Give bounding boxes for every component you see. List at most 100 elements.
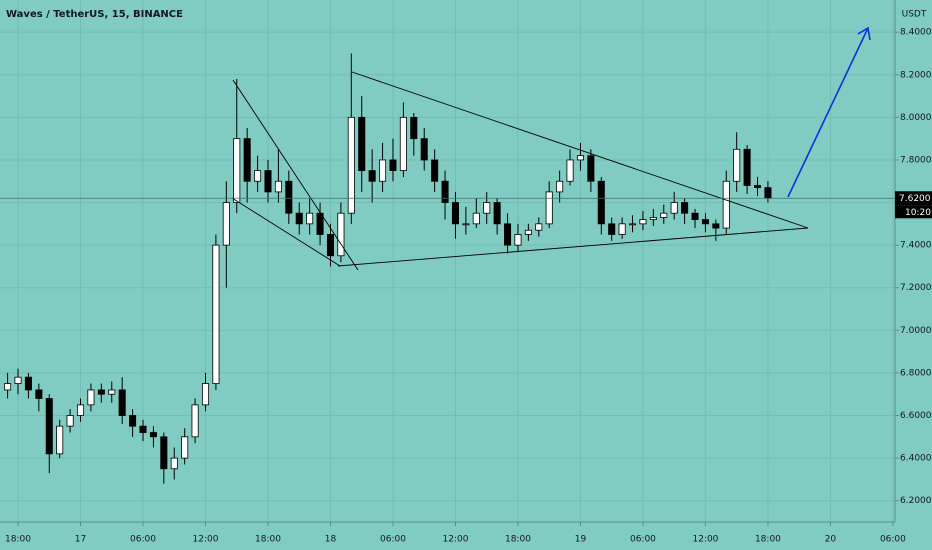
trend-line <box>232 79 359 271</box>
candle-body <box>472 212 480 225</box>
candle-body <box>14 376 22 384</box>
candle-body <box>337 212 345 257</box>
candle-body <box>681 202 689 214</box>
x-tick-label: 20 <box>825 535 837 545</box>
y-tick-label: 8.0000 <box>900 113 932 123</box>
candle-body <box>358 116 366 171</box>
candle-body <box>160 436 168 470</box>
candle-body <box>274 180 282 193</box>
candle-body <box>35 389 43 399</box>
candle-body <box>316 212 324 235</box>
candle-body <box>639 219 647 225</box>
candle-body <box>483 202 491 214</box>
candle-body <box>295 212 303 225</box>
candle-body <box>285 180 293 214</box>
x-tick-label: 19 <box>575 535 587 545</box>
candle-body <box>556 180 564 193</box>
candle-body <box>597 180 605 225</box>
y-tick-label: 6.6000 <box>900 411 932 421</box>
candle-body <box>733 148 741 182</box>
candle-body <box>149 432 157 438</box>
candle-body <box>701 219 709 225</box>
candle-body <box>170 457 178 470</box>
x-tick-label: 06:00 <box>380 535 406 545</box>
candle-body <box>712 223 720 229</box>
trend-line <box>231 197 341 267</box>
candle-body <box>545 191 553 225</box>
y-tick-label: 8.4000 <box>900 28 932 38</box>
candles <box>4 53 772 484</box>
candle-body <box>587 155 595 182</box>
candle-body <box>326 234 335 257</box>
candle-body <box>368 170 376 182</box>
arrow <box>787 27 869 198</box>
x-tick-label: 18:00 <box>255 535 281 545</box>
candle-body <box>608 223 616 235</box>
y-axis-label: USDT <box>902 10 927 20</box>
candle-body <box>649 217 657 220</box>
y-tick-label: 7.2000 <box>900 283 932 293</box>
candle-body <box>4 383 12 391</box>
candle-body <box>504 223 512 246</box>
candle-body <box>431 159 439 182</box>
countdown-box <box>895 205 932 219</box>
candle-body <box>493 202 501 225</box>
candle-body <box>379 159 387 182</box>
candle-body <box>670 202 678 214</box>
candle-body <box>76 404 85 416</box>
candle-body <box>201 383 210 406</box>
x-tick-label: 17 <box>75 535 86 545</box>
candle-body <box>347 116 355 214</box>
candle-body <box>722 180 730 229</box>
candle-body <box>389 159 397 171</box>
candle-body <box>24 376 32 391</box>
candle-body <box>129 415 137 427</box>
x-tick-label: 18 <box>325 535 337 545</box>
candle-body <box>56 425 64 455</box>
trend-line <box>337 227 809 267</box>
y-tick-label: 6.2000 <box>900 496 932 506</box>
candle-body <box>66 415 74 427</box>
countdown-label: 10:20 <box>905 208 931 218</box>
y-tick-label: 7.8000 <box>900 155 932 165</box>
candle-body <box>441 180 449 203</box>
candle-body <box>743 148 751 186</box>
candle-body <box>576 155 584 161</box>
candle-body <box>629 223 637 226</box>
candle-body <box>191 404 199 438</box>
candle-body <box>243 138 251 182</box>
x-tick-label: 12:00 <box>692 535 718 545</box>
candle-body <box>181 436 189 459</box>
candle-body <box>118 389 126 416</box>
last-price-label: 7.6200 <box>899 194 931 204</box>
y-tick-label: 8.2000 <box>900 70 932 80</box>
candle-body <box>212 244 220 384</box>
axes: 6.2000 6.4000 6.6000 6.8000 7.0000 7.2000 7.40… <box>0 28 932 545</box>
candle-body <box>139 425 147 433</box>
candle-body <box>264 170 272 193</box>
y-tick-label: 6.4000 <box>900 454 932 464</box>
trend-line <box>351 71 809 229</box>
y-tick-label: 6.8000 <box>900 368 932 378</box>
candle-body <box>233 138 241 203</box>
y-tick-label: 7.0000 <box>900 326 932 336</box>
y-tick-label: 7.4000 <box>900 241 932 251</box>
candle-body <box>691 212 699 220</box>
candle-body <box>306 212 314 225</box>
candle-body <box>254 170 262 182</box>
candle-body <box>462 223 470 226</box>
candle-body <box>451 202 459 225</box>
x-tick-label: 12:00 <box>442 535 468 545</box>
candle-body <box>420 138 428 161</box>
candle-body <box>618 223 626 235</box>
x-tick-label: 18:00 <box>5 535 31 545</box>
candle-body <box>764 187 772 199</box>
candle-body <box>514 234 522 246</box>
x-tick-label: 06:00 <box>130 535 156 545</box>
candle-body <box>524 229 532 235</box>
last-price-box <box>895 191 932 206</box>
candle-body <box>410 116 418 140</box>
x-tick-label: 18:00 <box>505 535 531 545</box>
chart-title: Waves / TetherUS, 15, BINANCE <box>6 9 183 20</box>
